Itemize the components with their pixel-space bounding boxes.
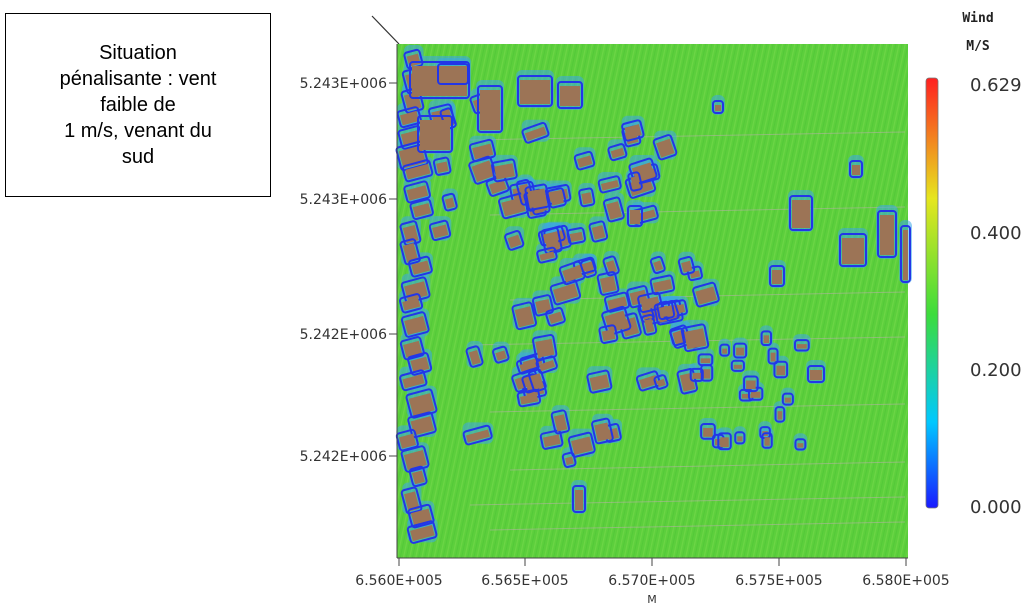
colorbar-label-3: 0.200 xyxy=(970,360,1022,381)
x-tick-label-2: 6.565E+005 xyxy=(481,573,568,589)
x-tick-label-3: 6.570E+005 xyxy=(608,573,695,589)
y-tick-label-1: 5.243E+006 xyxy=(300,76,387,92)
caption-line-2: pénalisante : vent xyxy=(59,68,217,90)
colorbar-title: Wind xyxy=(962,11,993,26)
colorbar-unit: M/S xyxy=(966,39,990,54)
caption-line-5: sud xyxy=(121,146,155,168)
x-axis-unit: M xyxy=(647,593,657,606)
colorbar-label-2: 0.400 xyxy=(970,223,1022,244)
colorbar-label-max: 0.629 xyxy=(970,75,1022,96)
colorbar: Wind M/S 0.629 0.400 0.200 0.000 xyxy=(925,11,1022,518)
y-tick-label-2: 5.243E+006 xyxy=(300,192,387,208)
caption-line-3: faible de xyxy=(100,94,176,116)
colorbar-label-min: 0.000 xyxy=(970,497,1022,518)
x-tick-label-1: 6.560E+005 xyxy=(355,573,442,589)
caption-line-4: 1 m/s, venant du xyxy=(64,120,212,142)
caption-box: Situation pénalisante : vent faible de 1… xyxy=(5,13,271,197)
y-tick-label-4: 5.242E+006 xyxy=(300,449,387,465)
x-tick-label-4: 6.575E+005 xyxy=(735,573,822,589)
map-field xyxy=(395,44,912,558)
x-tick-label-5: 6.580E+005 xyxy=(862,573,949,589)
y-tick-label-3: 5.242E+006 xyxy=(300,327,387,343)
colorbar-gradient xyxy=(925,77,939,509)
caption-line-1: Situation xyxy=(99,42,177,64)
pointer-line xyxy=(371,15,400,45)
x-ticks: 6.560E+005 6.565E+005 6.570E+005 6.575E+… xyxy=(355,558,950,606)
y-ticks: 5.243E+006 5.243E+006 5.242E+006 5.242E+… xyxy=(300,76,397,465)
